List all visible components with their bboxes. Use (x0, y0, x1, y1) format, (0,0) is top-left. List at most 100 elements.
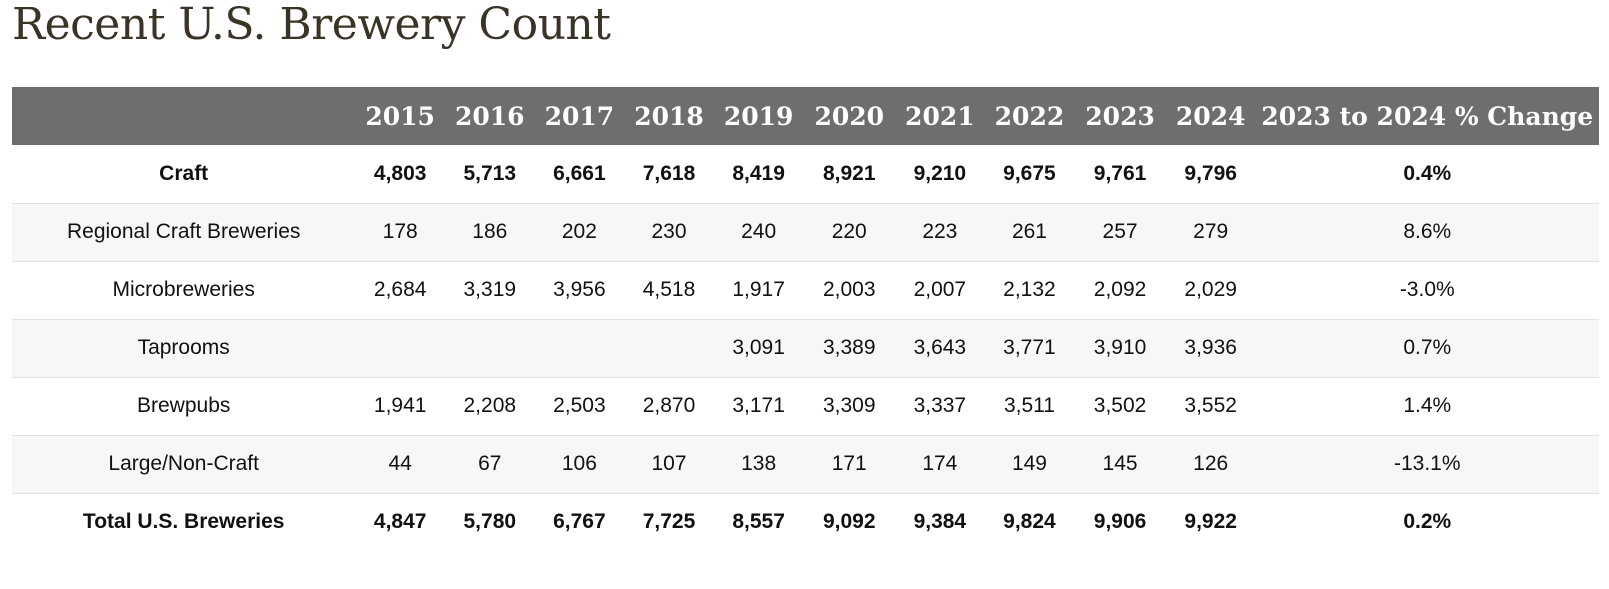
value-cell: 220 (831, 220, 867, 243)
value-cell: 9,922 (1184, 510, 1237, 534)
value-cell: 9,906 (1093, 510, 1147, 534)
row-label: Craft (159, 161, 209, 185)
value-cell: 7,725 (642, 510, 696, 534)
value-cell: 230 (651, 220, 687, 243)
change-cell: -3.0% (1399, 278, 1455, 301)
value-cell: 44 (388, 452, 412, 475)
value-cell: 2,029 (1184, 278, 1237, 301)
brewery-count-table: 2015 2016 2017 2018 2019 2020 2021 2022 2023 2024… (12, 87, 1599, 551)
table-row: Total U.S. Breweries 4,847 5,780 6,767 7,725… (12, 493, 1599, 551)
table-body: Craft 4,803 5,713 6,661 7,618 8,419 8,921 9,210… (12, 145, 1599, 551)
table-row: Large/Non-Craft 44 67 106 107 138 171 174 149 145… (12, 435, 1599, 493)
value-cell: 145 (1102, 452, 1138, 475)
value-cell (535, 319, 625, 377)
value-cell: 8,557 (732, 510, 785, 534)
table-row: Taprooms 3,091 3,389 3,643 3,771 3,910 3,936 0.… (12, 319, 1599, 377)
value-cell: 223 (922, 220, 958, 243)
value-cell: 9,824 (1003, 510, 1056, 534)
change-cell: 0.7% (1403, 336, 1452, 359)
value-cell: 186 (472, 220, 508, 243)
value-cell: 3,936 (1184, 336, 1237, 359)
table-row: Craft 4,803 5,713 6,661 7,618 8,419 8,921 9,210… (12, 145, 1599, 203)
value-cell: 5,713 (463, 161, 517, 185)
value-cell: 3,091 (732, 336, 785, 359)
value-cell: 7,618 (642, 161, 696, 185)
value-cell: 3,319 (463, 278, 517, 301)
header-cell-year: 2023 (1085, 101, 1155, 131)
value-cell: 2,132 (1003, 278, 1056, 301)
table-row: Microbreweries 2,684 3,319 3,956 4,518 1,917 2… (12, 261, 1599, 319)
table-row: Regional Craft Breweries 178 186 202 230 240 2… (12, 203, 1599, 261)
value-cell: 67 (478, 452, 502, 475)
header-cell-year: 2016 (454, 101, 525, 131)
value-cell: 4,847 (373, 510, 427, 534)
value-cell: 6,661 (553, 161, 606, 185)
value-cell: 9,384 (913, 510, 967, 534)
value-cell: 174 (922, 452, 958, 475)
value-cell: 257 (1102, 220, 1138, 243)
value-cell: 9,675 (1003, 161, 1056, 185)
value-cell: 5,780 (463, 510, 517, 534)
value-cell: 106 (561, 452, 597, 475)
table-row: Brewpubs 1,941 2,208 2,503 2,870 3,171 3,309 3,… (12, 377, 1599, 435)
row-label: Brewpubs (136, 394, 231, 417)
header-cell-year: 2018 (634, 101, 704, 131)
value-cell (624, 319, 714, 377)
value-cell: 240 (741, 220, 777, 243)
value-cell: 126 (1193, 452, 1229, 475)
value-cell: 4,518 (642, 278, 696, 301)
value-cell: 3,771 (1003, 336, 1056, 359)
value-cell: 1,941 (373, 394, 427, 417)
header-cell-year: 2015 (365, 101, 435, 131)
value-cell: 3,171 (732, 394, 785, 417)
value-cell: 1,917 (732, 278, 785, 301)
value-cell: 3,511 (1003, 394, 1055, 417)
value-cell: 9,796 (1184, 161, 1237, 185)
table-header: 2015 2016 2017 2018 2019 2020 2021 2022 2023 2024… (12, 87, 1599, 145)
value-cell: 171 (831, 452, 867, 475)
value-cell: 2,092 (1093, 278, 1147, 301)
change-cell: 0.2% (1403, 510, 1452, 534)
row-label: Microbreweries (112, 278, 255, 301)
change-cell: 8.6% (1403, 220, 1452, 243)
page-title: Recent U.S. Brewery Count (12, 0, 611, 50)
value-cell: 2,208 (463, 394, 517, 417)
value-cell: 149 (1011, 452, 1047, 475)
value-cell: 8,921 (822, 161, 876, 185)
header-cell-year: 2021 (905, 101, 975, 131)
value-cell: 3,956 (553, 278, 606, 301)
row-label: Regional Craft Breweries (66, 220, 301, 243)
value-cell: 3,502 (1093, 394, 1147, 417)
change-cell: -13.1% (1393, 452, 1461, 475)
value-cell: 3,337 (913, 394, 967, 417)
change-cell: 1.4% (1403, 394, 1452, 417)
value-cell: 9,092 (822, 510, 876, 534)
value-cell: 2,003 (822, 278, 876, 301)
value-cell: 4,803 (373, 161, 427, 185)
value-cell: 178 (382, 220, 418, 243)
value-cell (355, 319, 445, 377)
row-label: Large/Non-Craft (108, 452, 259, 475)
value-cell: 3,309 (822, 394, 876, 417)
value-cell: 202 (561, 220, 597, 243)
value-cell: 9,210 (913, 161, 967, 185)
value-cell: 2,503 (553, 394, 606, 417)
row-label: Total U.S. Breweries (82, 510, 285, 534)
header-cell-year: 2022 (994, 101, 1065, 131)
value-cell: 279 (1193, 220, 1229, 243)
header-cell-year: 2019 (723, 101, 794, 131)
value-cell: 6,767 (553, 510, 606, 534)
value-cell (445, 319, 535, 377)
header-cell-label (12, 87, 355, 145)
value-cell: 2,870 (642, 394, 696, 417)
header-row: 2015 2016 2017 2018 2019 2020 2021 2022 2023 2024… (12, 87, 1599, 145)
row-label: Taprooms (137, 336, 230, 359)
value-cell: 3,910 (1093, 336, 1147, 359)
value-cell: 261 (1011, 220, 1047, 243)
value-cell: 3,552 (1184, 394, 1237, 417)
value-cell: 138 (741, 452, 777, 475)
value-cell: 107 (651, 452, 687, 475)
change-cell: 0.4% (1403, 161, 1452, 185)
value-cell: 9,761 (1093, 161, 1147, 185)
value-cell: 8,419 (732, 161, 785, 185)
